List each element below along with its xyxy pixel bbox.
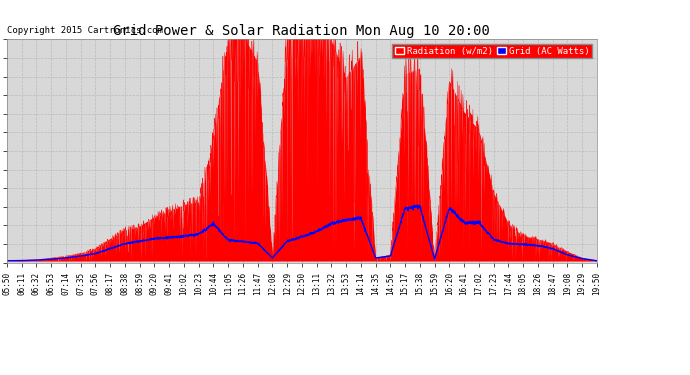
Title: Grid Power & Solar Radiation Mon Aug 10 20:00: Grid Power & Solar Radiation Mon Aug 10 … — [113, 24, 491, 38]
Legend: Radiation (w/m2), Grid (AC Watts): Radiation (w/m2), Grid (AC Watts) — [393, 44, 592, 58]
Text: Copyright 2015 Cartronics.com: Copyright 2015 Cartronics.com — [7, 26, 163, 35]
